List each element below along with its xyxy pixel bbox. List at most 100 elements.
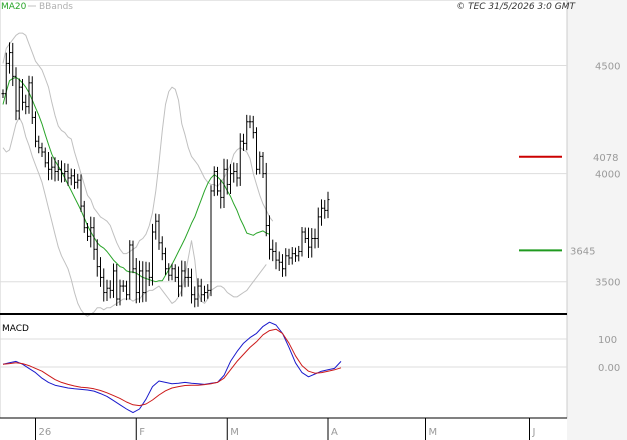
ohlc-bar xyxy=(167,263,171,281)
ohlc-bar xyxy=(89,216,93,248)
ohlc-bar xyxy=(261,152,265,178)
ohlc-bar xyxy=(128,240,132,300)
ohlc-bar xyxy=(274,242,278,270)
x-tick-label: A xyxy=(331,427,338,438)
ohlc-bar xyxy=(125,280,128,301)
macd-lines xyxy=(2,321,342,414)
ohlc-bar xyxy=(313,228,317,249)
ohlc-bar xyxy=(190,268,193,304)
ohlc-bar xyxy=(69,168,73,186)
ohlc-bar xyxy=(50,156,54,180)
ohlc-bar xyxy=(186,268,190,287)
ohlc-bar xyxy=(4,52,8,105)
ohlc-bar xyxy=(255,127,258,175)
ohlc-bar xyxy=(203,285,206,302)
macd-title: MACD xyxy=(2,324,29,334)
ohlc-bar xyxy=(268,215,271,260)
ohlc-bar xyxy=(183,261,187,288)
ohlc-bar xyxy=(326,191,330,219)
ohlc-bar xyxy=(297,245,301,262)
ohlc-bar xyxy=(43,147,47,168)
bb-upper-line xyxy=(2,32,274,255)
ohlc-bar xyxy=(173,264,177,282)
ohlc-bar xyxy=(76,173,80,189)
y-axis-panel xyxy=(567,0,627,440)
price-grid xyxy=(0,65,567,283)
ohlc-bar xyxy=(131,240,135,274)
ohlc-bar xyxy=(258,151,262,175)
ohlc-bar xyxy=(27,75,31,114)
ohlc-bar xyxy=(232,162,236,183)
ohlc-bar xyxy=(21,79,24,111)
ohlc-bar xyxy=(112,263,115,298)
price-bars xyxy=(1,42,330,308)
ohlc-bar xyxy=(303,227,307,243)
ohlc-bar xyxy=(53,157,57,182)
ohlc-bar xyxy=(225,159,229,195)
ohlc-bar xyxy=(82,200,86,233)
price-y-tick-label: 4500 xyxy=(595,62,620,73)
ohlc-bar xyxy=(79,174,83,212)
x-tick-labels: 26 F M A M J xyxy=(35,418,536,440)
ohlc-bar xyxy=(281,254,284,277)
macd-signal-line xyxy=(2,328,342,407)
bb-lower-line xyxy=(2,116,267,317)
ohlc-bar xyxy=(34,111,37,148)
ohlc-bar xyxy=(73,169,76,190)
ohlc-bar xyxy=(95,239,99,277)
ohlc-bar xyxy=(17,78,21,120)
ohlc-bar xyxy=(141,261,145,303)
price-y-tick-label: 3500 xyxy=(595,278,620,289)
resistance-label: 4078 xyxy=(593,153,618,164)
ohlc-bar xyxy=(277,251,281,271)
ohlc-bar xyxy=(60,160,63,183)
x-tick-label: F xyxy=(139,427,145,438)
x-tick-label: M xyxy=(230,427,239,438)
ohlc-bar xyxy=(1,89,5,98)
ohlc-bar xyxy=(193,286,197,308)
ohlc-bar xyxy=(170,263,174,281)
ohlc-bar xyxy=(238,133,242,186)
x-tick-label: 26 xyxy=(39,427,52,438)
ohlc-bar xyxy=(320,199,323,226)
ohlc-bar xyxy=(151,223,154,286)
ohlc-bar xyxy=(294,247,297,262)
ohlc-bar xyxy=(8,42,11,74)
ohlc-bar xyxy=(310,228,314,258)
ohlc-bar xyxy=(160,236,164,261)
ohlc-bar xyxy=(271,239,275,262)
macd-line xyxy=(2,321,342,414)
ohlc-bar xyxy=(206,284,210,299)
ohlc-bar xyxy=(287,248,291,266)
ohlc-bar xyxy=(216,166,219,196)
ohlc-bar xyxy=(316,207,320,248)
ohlc-bar xyxy=(144,261,148,302)
legend-ma20: MA20 xyxy=(1,2,27,12)
ohlc-bar xyxy=(56,159,60,181)
ohlc-bar xyxy=(115,264,119,306)
ohlc-bar xyxy=(24,94,28,115)
ohlc-bar xyxy=(121,280,125,292)
ohlc-bar xyxy=(212,166,216,197)
ma20-line xyxy=(2,76,270,283)
macd-y-tick-label: 100 xyxy=(598,335,617,346)
ohlc-bar xyxy=(105,279,109,302)
ohlc-bar xyxy=(134,258,138,304)
legend-bbands: BBands xyxy=(39,2,73,12)
plot-frame xyxy=(0,0,568,419)
ohlc-bar xyxy=(180,260,184,297)
ohlc-bar xyxy=(63,163,67,182)
ohlc-bar xyxy=(242,133,245,151)
ohlc-bar xyxy=(164,247,167,275)
ohlc-bar xyxy=(14,67,18,121)
ohlc-bar xyxy=(118,279,122,306)
ohlc-bar xyxy=(235,163,239,187)
ohlc-bar xyxy=(177,266,180,297)
ohlc-bar xyxy=(323,199,327,219)
ohlc-bar xyxy=(300,226,304,257)
x-tick-label: J xyxy=(532,427,536,438)
ohlc-bar xyxy=(229,164,232,194)
ohlc-bar xyxy=(245,114,249,151)
